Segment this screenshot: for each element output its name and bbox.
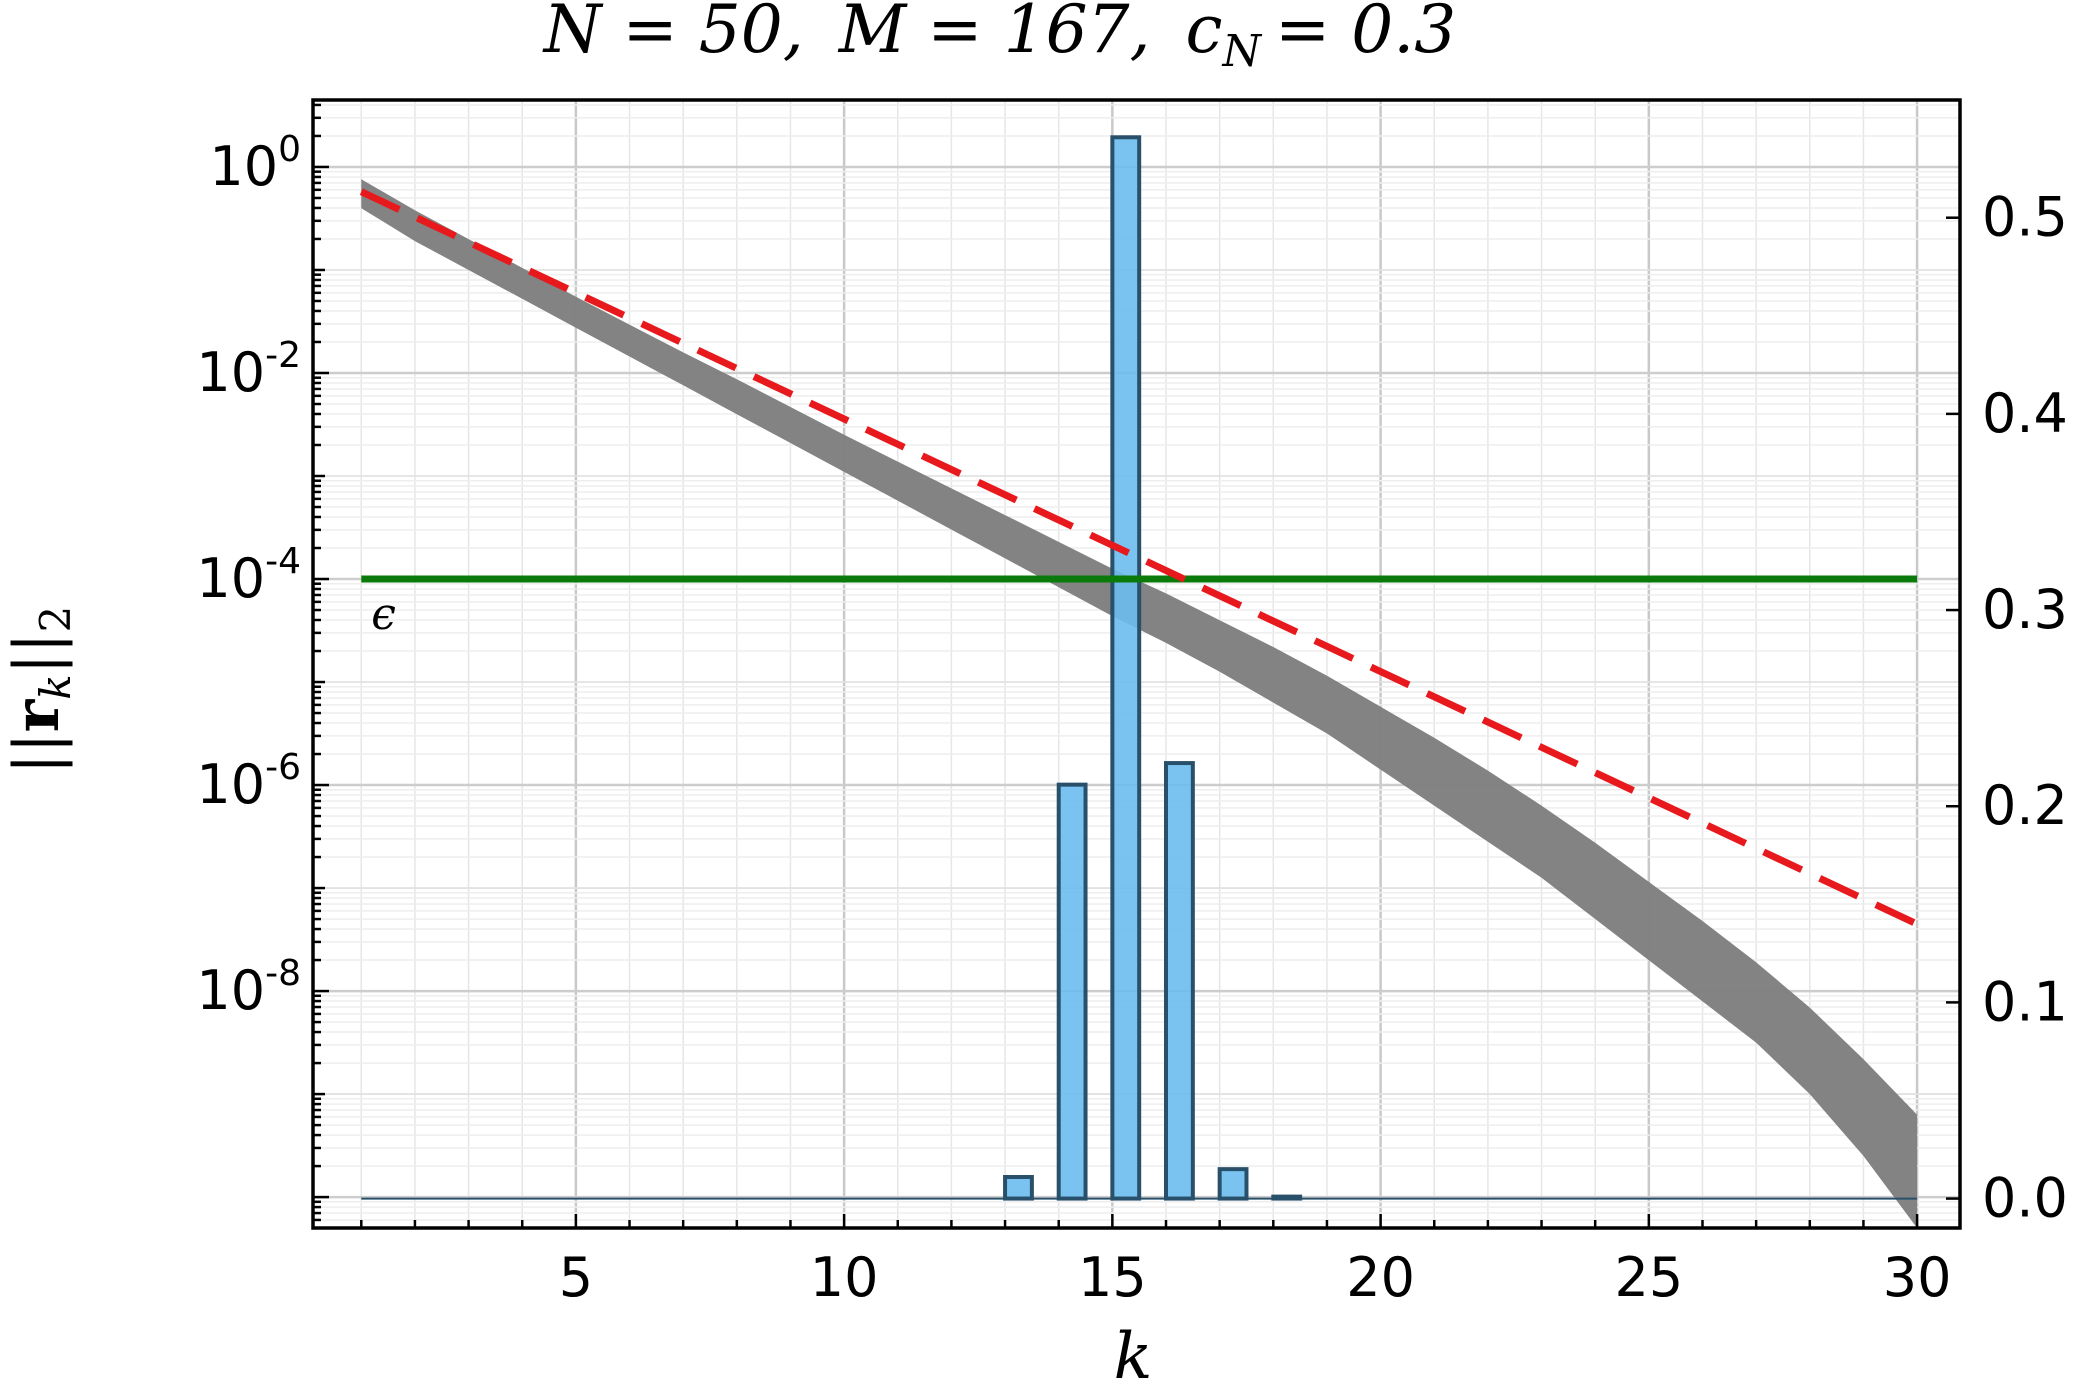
y-right-tick-label: 0.3 — [1982, 578, 2068, 641]
axes: 5 10 15 20 25 3010010-210-410-610-80.00.10.20… — [196, 98, 2068, 1309]
tick-mantissa: 10 — [196, 547, 265, 610]
tick-mantissa: 10 — [209, 135, 278, 198]
histogram-bar — [1217, 1167, 1249, 1201]
title-c: c — [1186, 0, 1223, 68]
y-right-tick-label: 0.5 — [1982, 186, 2068, 249]
ylabel-open: || — [0, 732, 73, 774]
x-tick-label: 10 — [810, 1246, 879, 1309]
tick-exponent: -4 — [265, 541, 301, 582]
y-axis-label: ||rk||2 — [0, 606, 80, 774]
histogram-bar — [1164, 761, 1195, 1201]
tick-exponent: -6 — [265, 747, 301, 788]
tick-exponent: 0 — [278, 129, 301, 170]
ylabel-two: 2 — [31, 606, 80, 633]
y-right-tick-label: 0.4 — [1982, 382, 2068, 445]
y-left-tick-label: 10-4 — [196, 541, 301, 610]
y-left-tick-label: 10-2 — [196, 335, 301, 404]
title-n: N = 50, — [542, 0, 804, 68]
reference-lines — [359, 188, 1919, 928]
y-left-tick-label: 100 — [209, 129, 301, 198]
y-left-tick-label: 10-8 — [196, 953, 301, 1022]
ylabel-close: || — [0, 633, 73, 675]
tick-exponent: -2 — [265, 335, 301, 376]
title-m: M = 167, — [838, 0, 1151, 68]
bound-line — [359, 188, 1919, 928]
residual-band-area — [361, 179, 1918, 1228]
histogram-bar — [1271, 1194, 1303, 1201]
histogram-bar — [1110, 135, 1142, 1201]
y-left-tick-label: 10-6 — [196, 747, 301, 816]
residual-band — [361, 179, 1918, 1228]
x-tick-label: 5 — [559, 1246, 593, 1309]
x-tick-label: 30 — [1883, 1246, 1952, 1309]
ylabel-k: k — [31, 674, 80, 699]
y-right-tick-label: 0.2 — [1982, 774, 2068, 837]
histogram-bar — [1056, 782, 1088, 1201]
histogram-bar — [1003, 1174, 1034, 1201]
x-axis-label: k — [1114, 1320, 1153, 1389]
histogram-bars — [361, 135, 1918, 1201]
y-right-tick-label: 0.1 — [1982, 970, 2068, 1033]
chart-title: N = 50, M = 167, cN = 0.3 — [542, 0, 1456, 77]
x-tick-label: 20 — [1346, 1246, 1415, 1309]
tick-mantissa: 10 — [196, 959, 265, 1022]
tick-exponent: -8 — [265, 953, 301, 994]
ylabel-r: r — [0, 698, 73, 732]
plot-frame — [311, 98, 1962, 1230]
title-c-sub: N — [1221, 26, 1262, 77]
x-tick-label: 15 — [1078, 1246, 1147, 1309]
y-right-tick-label: 0.0 — [1982, 1167, 2068, 1230]
title-c-val: = 0.3 — [1275, 0, 1456, 68]
x-tick-label: 25 — [1614, 1246, 1683, 1309]
epsilon-label: ϵ — [371, 589, 396, 640]
tick-mantissa: 10 — [196, 341, 265, 404]
tick-mantissa: 10 — [196, 753, 265, 816]
